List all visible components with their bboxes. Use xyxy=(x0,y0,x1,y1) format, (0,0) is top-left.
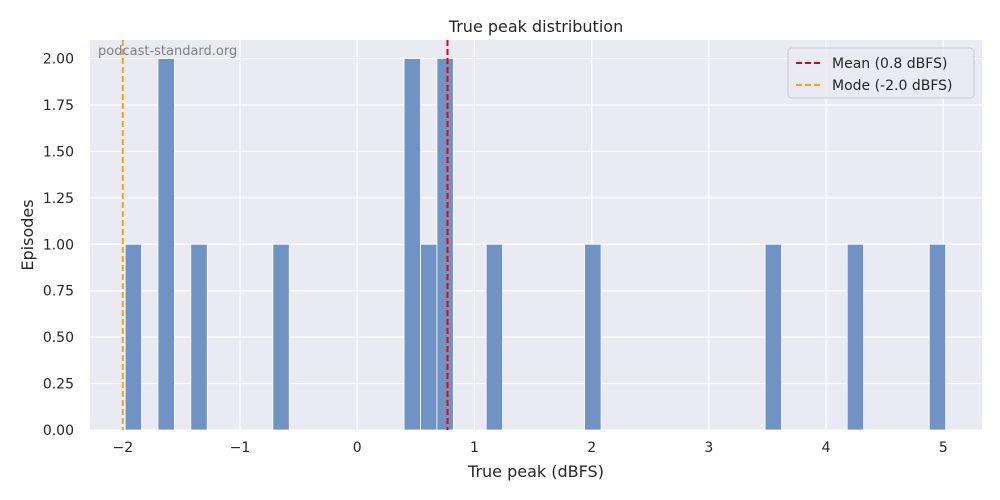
histogram-bar xyxy=(403,58,421,431)
chart-title: True peak distribution xyxy=(448,17,623,36)
y-axis-ticks: 0.00 0.25 0.50 0.75 1.00 1.25 1.50 1.75 2.00 xyxy=(43,52,74,439)
x-tick-label: 4 xyxy=(822,440,831,456)
x-tick-label: −2 xyxy=(112,440,133,456)
watermark-text: podcast-standard.org xyxy=(98,44,237,59)
histogram-bar xyxy=(436,58,454,431)
reference-lines xyxy=(121,40,449,430)
y-tick-label: 1.00 xyxy=(43,237,74,253)
histogram-bar xyxy=(420,243,438,431)
histogram-bar xyxy=(485,243,503,431)
histogram-bar xyxy=(764,243,782,431)
histogram-bar xyxy=(272,243,290,431)
grid xyxy=(90,40,982,431)
y-tick-label: 2.00 xyxy=(43,52,74,68)
y-tick-label: 1.50 xyxy=(43,144,74,160)
x-tick-label: −1 xyxy=(230,440,251,456)
y-tick-label: 0.00 xyxy=(43,423,74,439)
x-axis-label: True peak (dBFS) xyxy=(467,462,604,481)
histogram-bar xyxy=(584,243,602,431)
y-tick-label: 0.25 xyxy=(43,377,74,393)
x-tick-label: 5 xyxy=(939,440,948,456)
x-tick-label: 0 xyxy=(353,440,362,456)
y-tick-label: 1.75 xyxy=(43,98,74,114)
bars xyxy=(124,58,947,431)
histogram-bar xyxy=(846,243,865,431)
y-tick-label: 1.25 xyxy=(43,191,74,207)
legend: Mean (0.8 dBFS) Mode (-2.0 dBFS) xyxy=(787,47,975,99)
legend-label: Mean (0.8 dBFS) xyxy=(832,56,947,72)
histogram-bar xyxy=(124,243,142,431)
histogram-bar xyxy=(157,58,175,431)
x-tick-label: 2 xyxy=(587,440,596,456)
y-tick-label: 0.75 xyxy=(43,284,74,300)
histogram-bar xyxy=(928,243,947,431)
y-axis-label: Episodes xyxy=(18,199,37,270)
x-tick-label: 3 xyxy=(704,440,713,456)
x-axis-ticks: −2 −1 0 1 2 3 4 5 xyxy=(112,440,947,456)
legend-label: Mode (-2.0 dBFS) xyxy=(832,78,952,94)
histogram-bar xyxy=(190,243,208,431)
y-tick-label: 0.50 xyxy=(43,330,74,346)
legend-box xyxy=(787,47,975,99)
x-tick-label: 1 xyxy=(470,440,479,456)
